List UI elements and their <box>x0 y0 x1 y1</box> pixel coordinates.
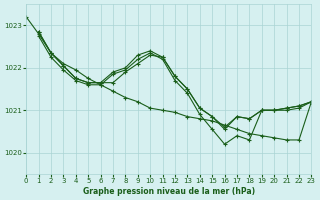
X-axis label: Graphe pression niveau de la mer (hPa): Graphe pression niveau de la mer (hPa) <box>83 187 255 196</box>
